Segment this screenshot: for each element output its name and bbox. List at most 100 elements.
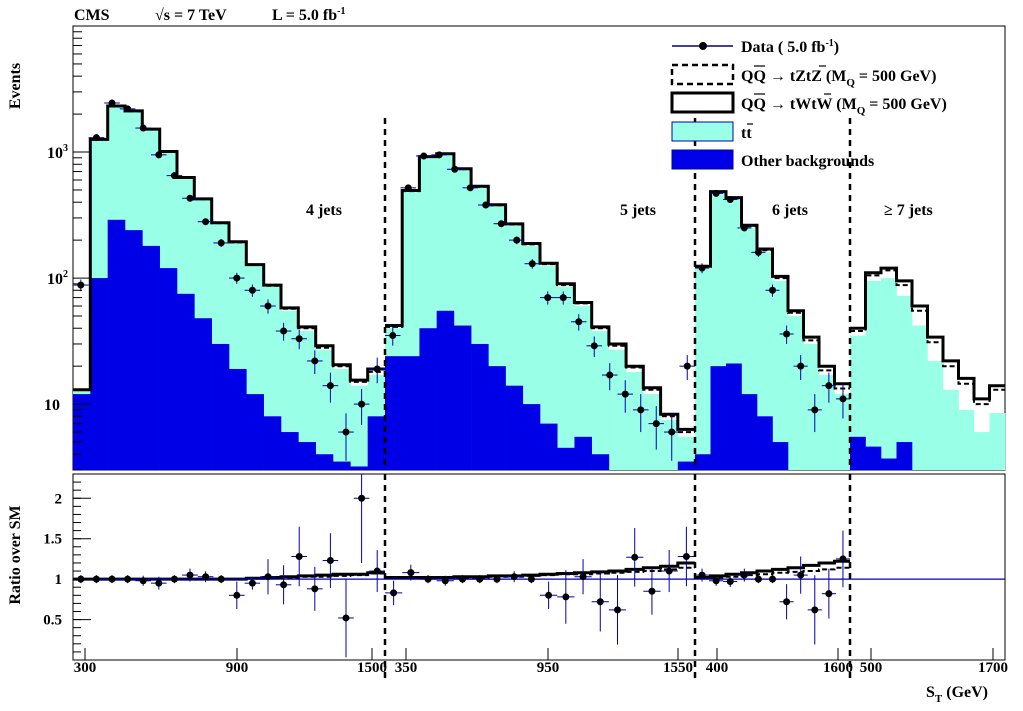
other-bkg-bar [710, 366, 727, 470]
ttbar-bar [298, 331, 316, 470]
ratio-point [407, 569, 415, 577]
other-bkg-bar [298, 442, 316, 470]
ratio-point [170, 575, 178, 583]
data-point [108, 99, 116, 107]
other-bkg-bar [695, 454, 711, 470]
panel-label: ≥ 7 jets [884, 202, 933, 219]
ratio-point [783, 598, 791, 606]
data-point [652, 420, 660, 428]
data-point [698, 264, 706, 272]
ratio-point [712, 577, 720, 585]
ratio-point [217, 575, 225, 583]
ratio-point [373, 567, 381, 575]
data-point [559, 294, 567, 302]
ratio-point [740, 571, 748, 579]
ttbar-bar [974, 432, 990, 470]
ttbar-bar [695, 268, 711, 470]
legend-ttbar-swatch [671, 121, 734, 142]
ratio-point [295, 552, 303, 560]
panel-label: 5 jets [620, 202, 656, 219]
other-bkg-bar [246, 394, 264, 470]
data-point [797, 362, 805, 370]
ttbar-bar [989, 412, 1006, 470]
other-bkg-bar [471, 343, 489, 470]
other-bkg-bar [540, 423, 558, 470]
ratio-point [698, 571, 706, 579]
ratio-point [545, 591, 553, 599]
ratio-point [424, 575, 432, 583]
ratio-point [264, 573, 272, 581]
ttbar-bar [315, 349, 334, 470]
other-bkg-bar [229, 368, 247, 470]
other-bkg-bar [488, 366, 506, 470]
data-point [513, 236, 521, 244]
other-bkg-bar [505, 385, 524, 470]
ratio-point [769, 575, 776, 583]
data-point [373, 365, 381, 373]
y-axis-label-top: Events [7, 63, 24, 109]
ratio-point [476, 575, 484, 583]
y-tick-label: 103 [47, 143, 68, 162]
data-point [839, 395, 847, 403]
data-point [683, 362, 691, 370]
legend-tztz-swatch [670, 63, 735, 86]
ratio-point [459, 575, 466, 583]
other-bkg-bar [402, 356, 420, 470]
ratio-point [682, 552, 690, 560]
ratio-point [493, 575, 501, 583]
line-layer [73, 104, 1005, 581]
ratio-point [92, 575, 100, 583]
other-bkg-bar [367, 416, 386, 470]
data-point [139, 124, 147, 132]
tztz-signal-line [850, 269, 1005, 406]
ratio-point [248, 579, 256, 587]
ratio-point [311, 585, 319, 593]
other-bkg-bar [522, 404, 541, 470]
other-bkg-bar [453, 325, 472, 470]
ttbar-bar [912, 325, 928, 470]
other-bkg-bar [677, 461, 696, 470]
legend-other-label: Other backgrounds [741, 153, 874, 170]
data-point [668, 428, 676, 436]
other-bkg-bar [107, 219, 126, 470]
ratio-point [326, 557, 334, 565]
ttbar-bar [574, 306, 592, 470]
ttbar-bar [281, 310, 299, 470]
legend-twtw-label: QQ → tWtW (MQ = 500 GeV) [741, 96, 947, 117]
y-tick-label: 102 [47, 269, 68, 288]
other-bkg-bar [315, 454, 334, 470]
ratio-point [186, 571, 194, 579]
ratio-point [811, 606, 819, 614]
x-tick-label: 1500 [357, 660, 387, 676]
x-tick-label: 500 [860, 660, 883, 676]
x-axis-label: ST (GeV) [926, 684, 988, 705]
ttbar-bar [850, 335, 866, 470]
ttbar-bar [591, 331, 610, 470]
data-point [726, 196, 734, 204]
data-point [420, 152, 428, 160]
x-tick-label: 900 [226, 660, 249, 676]
other-bkg-bar [281, 432, 299, 470]
data-point [358, 400, 366, 408]
data-point [280, 327, 288, 335]
legend-twtw-swatch [670, 91, 735, 114]
ratio-point [754, 575, 762, 583]
data-layer [73, 99, 850, 658]
data-point [783, 330, 791, 338]
data-point [92, 134, 100, 142]
ratio-tztz-line [73, 572, 385, 581]
ratio-point [358, 494, 366, 502]
other-bkg-bar [177, 293, 195, 470]
ttbar-bar [772, 280, 789, 470]
other-bkg-bar [211, 343, 230, 470]
other-bkg-bar [896, 442, 913, 470]
ttbar-bar [803, 343, 820, 470]
ratio-point [139, 577, 147, 585]
other-bkg-bar [385, 356, 403, 470]
ratio-point [527, 575, 535, 583]
ttbar-bar [834, 394, 851, 470]
ratio-point [202, 573, 210, 581]
data-point [825, 382, 833, 390]
